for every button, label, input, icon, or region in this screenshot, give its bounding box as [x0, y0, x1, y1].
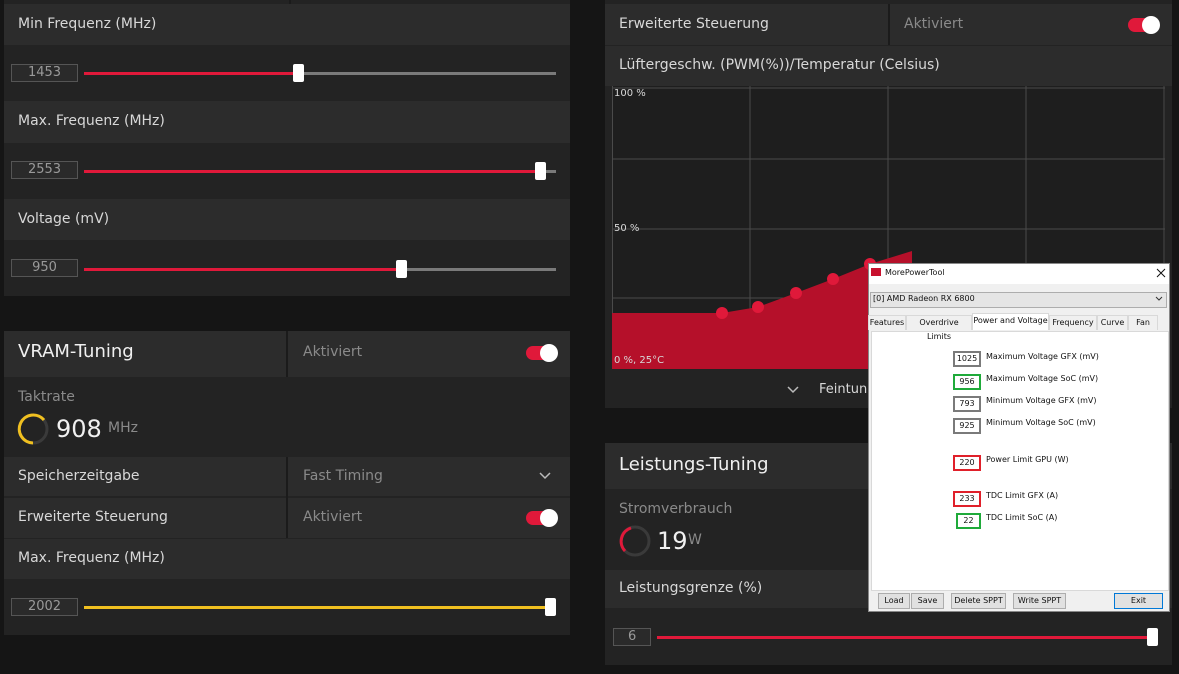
tab-content	[871, 331, 1169, 591]
field-value[interactable]: 925	[953, 418, 981, 434]
slider-fill	[84, 72, 298, 75]
chart-title: Lüftergeschw. (PWM(%))/Temperatur (Celsi…	[619, 57, 940, 73]
app-icon	[871, 268, 881, 276]
gauge	[17, 413, 49, 445]
label: Voltage (mV)	[18, 211, 110, 227]
label: Erweiterte Steuerung	[619, 16, 769, 32]
slider-fill	[84, 268, 401, 271]
row	[605, 46, 1172, 86]
axis-label: 50 %	[614, 223, 640, 234]
label: Speicherzeitgabe	[18, 468, 140, 484]
close-button[interactable]	[1156, 268, 1166, 278]
slider-knob[interactable]	[293, 64, 304, 82]
slider-fill	[84, 170, 540, 173]
toggle[interactable]	[1128, 16, 1160, 34]
slider-knob[interactable]	[545, 598, 556, 616]
status: Aktiviert	[303, 344, 363, 360]
tab[interactable]: Fan	[1128, 315, 1158, 330]
slider-knob[interactable]	[1147, 628, 1158, 646]
axis-label: 100 %	[614, 88, 646, 99]
divider	[888, 4, 890, 45]
row	[4, 4, 570, 45]
value-box[interactable]: 6	[613, 628, 651, 646]
slider[interactable]	[84, 260, 556, 278]
unit: MHz	[108, 420, 138, 436]
slider[interactable]	[84, 162, 556, 180]
gauge	[619, 525, 651, 557]
label: Max. Frequenz (MHz)	[18, 550, 165, 566]
tab[interactable]: Overdrive Limits	[906, 315, 972, 341]
divider	[286, 457, 288, 538]
tab[interactable]: Frequency	[1049, 315, 1097, 330]
value: 6	[628, 629, 637, 644]
title-bar	[869, 264, 1169, 284]
value-box[interactable]: 2002	[11, 598, 78, 616]
field-value[interactable]: 220	[953, 455, 981, 471]
row	[4, 199, 570, 240]
field-label: Maximum Voltage SoC (mV)	[986, 374, 1099, 383]
tab-active[interactable]: Power and Voltage	[972, 313, 1049, 330]
field-label: Minimum Voltage GFX (mV)	[986, 396, 1097, 405]
label: Leistungsgrenze (%)	[619, 580, 763, 596]
power-value: 19	[657, 527, 688, 555]
button[interactable]: Load	[878, 593, 910, 609]
button[interactable]: Write SPPT	[1013, 593, 1066, 609]
chevron[interactable]	[786, 385, 800, 395]
slider-knob[interactable]	[535, 162, 546, 180]
row	[4, 539, 570, 579]
label: Max. Frequenz (MHz)	[18, 113, 165, 129]
value-box[interactable]: 2553	[11, 161, 78, 179]
divider	[289, 0, 291, 4]
row	[4, 101, 570, 143]
label: Taktrate	[18, 389, 75, 405]
tab[interactable]: Features	[868, 315, 906, 330]
label: Stromverbrauch	[619, 501, 733, 517]
clock-value: 908	[56, 415, 102, 443]
window-title: MorePowerTool	[885, 268, 945, 277]
unit: W	[688, 532, 702, 548]
gpu-dropdown[interactable]	[870, 292, 1167, 308]
field-value[interactable]: 22	[956, 513, 981, 529]
button[interactable]: Delete SPPT	[951, 593, 1006, 609]
field-label: TDC Limit GFX (A)	[986, 491, 1059, 500]
slider-knob[interactable]	[396, 260, 407, 278]
status: Aktiviert	[303, 509, 363, 525]
slider-fill	[84, 606, 550, 609]
field-label: Minimum Voltage SoC (mV)	[986, 418, 1096, 427]
field-value[interactable]: 793	[953, 396, 981, 412]
chevron[interactable]	[1155, 296, 1163, 302]
button[interactable]: Save	[911, 593, 944, 609]
dropdown-value[interactable]: Fast Timing	[303, 468, 383, 484]
axis-label: 0 %, 25°C	[614, 355, 665, 366]
divider	[286, 331, 288, 377]
field-value[interactable]: 956	[953, 374, 981, 390]
section-title: Leistungs-Tuning	[619, 454, 769, 475]
tab[interactable]: Curve	[1097, 315, 1128, 330]
field-value[interactable]: 1025	[953, 351, 981, 367]
frequency-panel	[4, 0, 570, 296]
toggle[interactable]	[526, 509, 558, 527]
slider[interactable]	[657, 628, 1158, 646]
field-label: TDC Limit SoC (A)	[986, 513, 1058, 522]
value-box[interactable]: 950	[11, 259, 78, 277]
field-label: Power Limit GPU (W)	[986, 455, 1069, 464]
slider[interactable]	[84, 598, 556, 616]
slider-fill	[657, 636, 1152, 639]
toggle[interactable]	[526, 344, 558, 362]
label: Erweiterte Steuerung	[18, 509, 168, 525]
button[interactable]: Exit	[1114, 593, 1163, 609]
value-box[interactable]: 1453	[11, 64, 78, 82]
field-label: Maximum Voltage GFX (mV)	[986, 352, 1099, 361]
chevron[interactable]	[538, 471, 552, 481]
slider[interactable]	[84, 64, 556, 82]
gpu-name: [0] AMD Radeon RX 6800	[873, 294, 975, 303]
field-value[interactable]: 233	[953, 491, 981, 507]
status: Aktiviert	[904, 16, 964, 32]
section-title: VRAM-Tuning	[18, 341, 134, 362]
fine-tuning[interactable]: Feintuni	[819, 382, 871, 397]
label: Min Frequenz (MHz)	[18, 16, 157, 32]
